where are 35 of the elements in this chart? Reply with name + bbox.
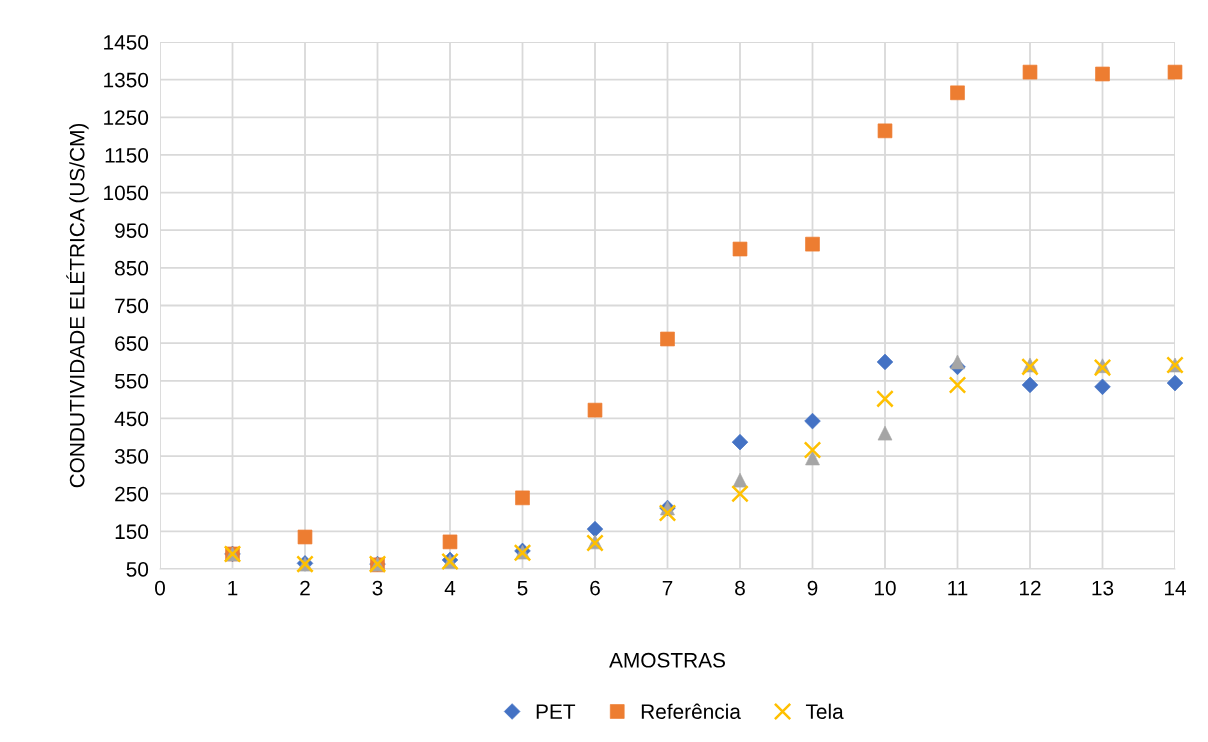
x-axis-title: AMOSTRAS [609, 652, 725, 668]
x-tick-label: 8 [735, 580, 745, 596]
y-tick-label: 150 [115, 524, 149, 540]
y-tick-label: 950 [115, 223, 149, 238]
y-tick-label: 1150 [105, 147, 149, 163]
x-tick-label: 14 [1165, 580, 1186, 596]
x-tick-label: 4 [444, 580, 456, 596]
y-tick-label: 1450 [104, 35, 149, 50]
y-tick-label: 650 [115, 336, 149, 351]
x-tick-label: 6 [590, 580, 600, 596]
x-tick-label: 11 [948, 580, 968, 596]
x-tick-label: 7 [662, 580, 673, 596]
x-tick-label: 13 [1092, 580, 1114, 596]
y-tick-label: 850 [115, 260, 149, 276]
x-tick-label: 0 [155, 580, 165, 596]
y-tick-label: 450 [114, 411, 149, 427]
y-tick-label: 350 [114, 449, 149, 464]
x-tick-label: 3 [372, 580, 383, 596]
x-tick-label: 2 [300, 580, 310, 596]
legend-label: Referência [641, 703, 741, 719]
y-tick-label: 750 [115, 298, 149, 314]
x-tick-label: 10 [875, 580, 896, 596]
legend-label: PET [536, 704, 576, 719]
x-tick-label: 1 [228, 580, 238, 596]
x-tick-label: 12 [1020, 580, 1041, 596]
x-tick-label: 9 [807, 580, 818, 596]
y-tick-label: 550 [114, 373, 149, 389]
y-axis-title: CONDUTIVIDADE ELÉTRICA (US/CM) [66, 123, 89, 488]
legend-label: Tela [805, 703, 844, 719]
y-tick-label: 1350 [104, 72, 149, 88]
y-tick-label: 1050 [104, 185, 149, 201]
x-tick-label: 5 [517, 580, 528, 596]
y-tick-label: 250 [115, 486, 149, 502]
y-tick-label: 50 [126, 562, 149, 577]
y-tick-label: 1250 [104, 110, 149, 126]
